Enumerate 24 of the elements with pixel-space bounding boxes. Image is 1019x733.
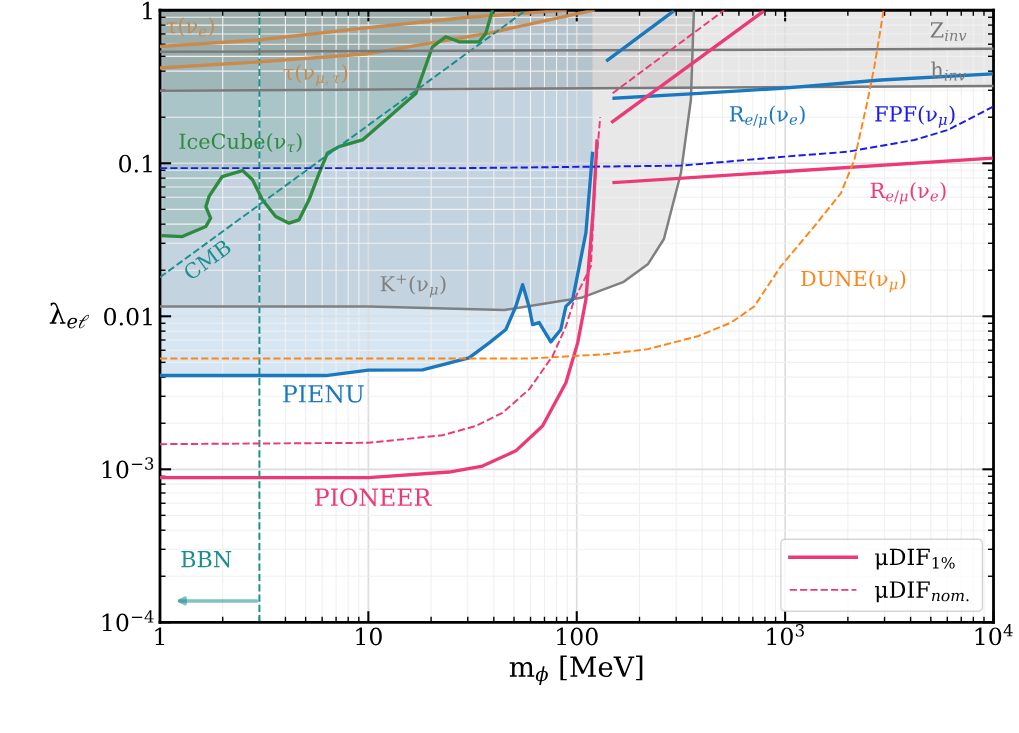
annotation: K$^{+}$(ν$_{μ}$) xyxy=(380,274,446,298)
y-tick-label: 0.1 xyxy=(119,154,152,173)
annotation: IceCube(ν$_{τ}$) xyxy=(179,132,302,153)
x-tick-label: 10$^{3}$ xyxy=(767,624,804,646)
annotation: Z$_{inv}$ xyxy=(930,22,967,41)
y-tick-label: 10$^{−4}$ xyxy=(102,610,154,632)
x-tick-label: 10$^{4}$ xyxy=(975,624,1013,646)
legend-label: μDIF$_{1%}$ xyxy=(874,548,955,570)
y-tick-label: 10$^{−3}$ xyxy=(102,457,154,479)
annotation: PIONEER xyxy=(315,488,432,507)
annotation: PIENU xyxy=(283,385,364,403)
x-tick-label: 10 xyxy=(356,627,382,646)
annotation: R$_{e/μ}$(ν$_{e}$) xyxy=(729,105,805,128)
y-axis-title: λ$_{eℓ}$ xyxy=(49,302,90,329)
x-tick-label: 100 xyxy=(557,627,598,646)
legend-label: μDIF$_{nom.}$ xyxy=(874,581,969,603)
annotation: DUNE(ν$_{μ}$) xyxy=(801,270,906,293)
annotation: FPF(ν$_{μ}$) xyxy=(875,105,955,128)
y-tick-label: 0.01 xyxy=(104,307,152,326)
ref-line-label: BBN xyxy=(181,551,232,568)
x-axis-title: m$_{ϕ}$ [MeV] xyxy=(509,655,643,686)
annotation: R$_{e/μ}$(ν$_{e}$) xyxy=(870,182,946,205)
annotation: h$_{inv}$ xyxy=(931,61,967,81)
y-tick-label: 1 xyxy=(142,1,152,20)
